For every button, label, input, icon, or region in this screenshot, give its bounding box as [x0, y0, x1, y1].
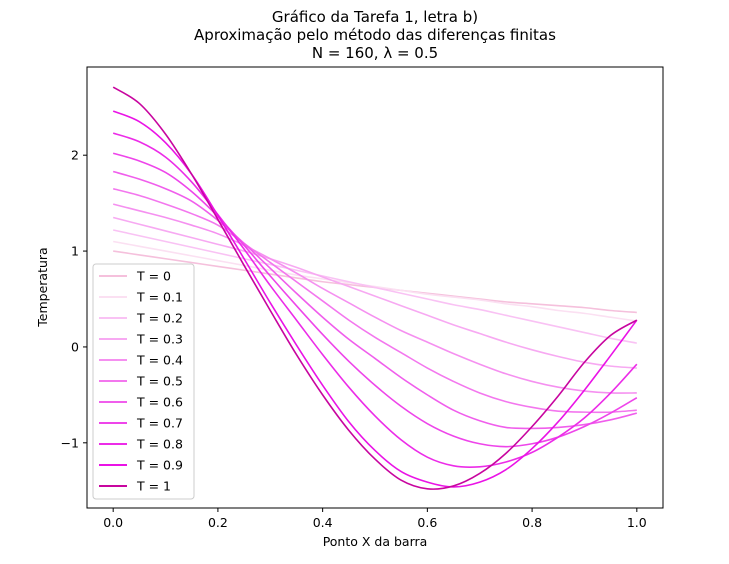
- legend-label: T = 1: [136, 479, 171, 494]
- x-tick-label: 0.2: [208, 515, 228, 530]
- series-line-4: [112, 203, 637, 394]
- legend-label: T = 0.3: [136, 332, 183, 347]
- legend-label: T = 0.1: [136, 290, 183, 305]
- legend-label: T = 0.4: [136, 353, 183, 368]
- legend-label: T = 0.8: [136, 437, 183, 452]
- y-axis-ticks: −1 0 1 2: [61, 148, 87, 450]
- x-tick-label: 0.4: [313, 515, 333, 530]
- series-line-8: [112, 132, 638, 468]
- legend: T = 0 T = 0.1 T = 0.2 T = 0.3 T = 0.4 T = 0.5…: [92, 263, 195, 500]
- legend-label: T = 0.5: [136, 374, 183, 389]
- x-axis-ticks: 0.0 0.2 0.4 0.6 0.8 1.0: [103, 508, 647, 530]
- legend-label: T = 0.2: [136, 311, 183, 326]
- series-line-10: [112, 86, 638, 490]
- x-tick-label: 0.0: [103, 515, 123, 530]
- y-axis-label: Temperatura: [35, 247, 50, 327]
- chart-title: Gráfico da Tarefa 1, letra b): [272, 8, 478, 26]
- series-line-5: [112, 187, 637, 414]
- x-axis-label: Ponto X da barra: [323, 534, 428, 549]
- y-tick-label: 1: [71, 244, 79, 259]
- y-tick-label: 0: [71, 339, 79, 354]
- x-tick-label: 0.6: [417, 515, 437, 530]
- legend-label: T = 0: [136, 269, 171, 284]
- legend-label: T = 0.6: [136, 395, 183, 410]
- chart-subtitle: Aproximação pelo método das diferenças f…: [194, 26, 556, 44]
- series-line-1: [113, 240, 637, 322]
- y-tick-label: −1: [61, 435, 79, 450]
- x-tick-label: 0.8: [522, 515, 542, 530]
- y-tick-label: 2: [71, 148, 79, 163]
- x-tick-label: 1.0: [627, 515, 647, 530]
- legend-label: T = 0.9: [136, 458, 183, 473]
- legend-label: T = 0.7: [136, 416, 183, 431]
- legend-box: [92, 263, 195, 500]
- series-line-2: [113, 229, 637, 344]
- chart-subtitle-params: N = 160, λ = 0.5: [312, 44, 438, 62]
- series-layer: [112, 86, 638, 490]
- series-line-7: [112, 152, 638, 448]
- series-line-6: [112, 170, 638, 430]
- series-line-3: [112, 216, 637, 369]
